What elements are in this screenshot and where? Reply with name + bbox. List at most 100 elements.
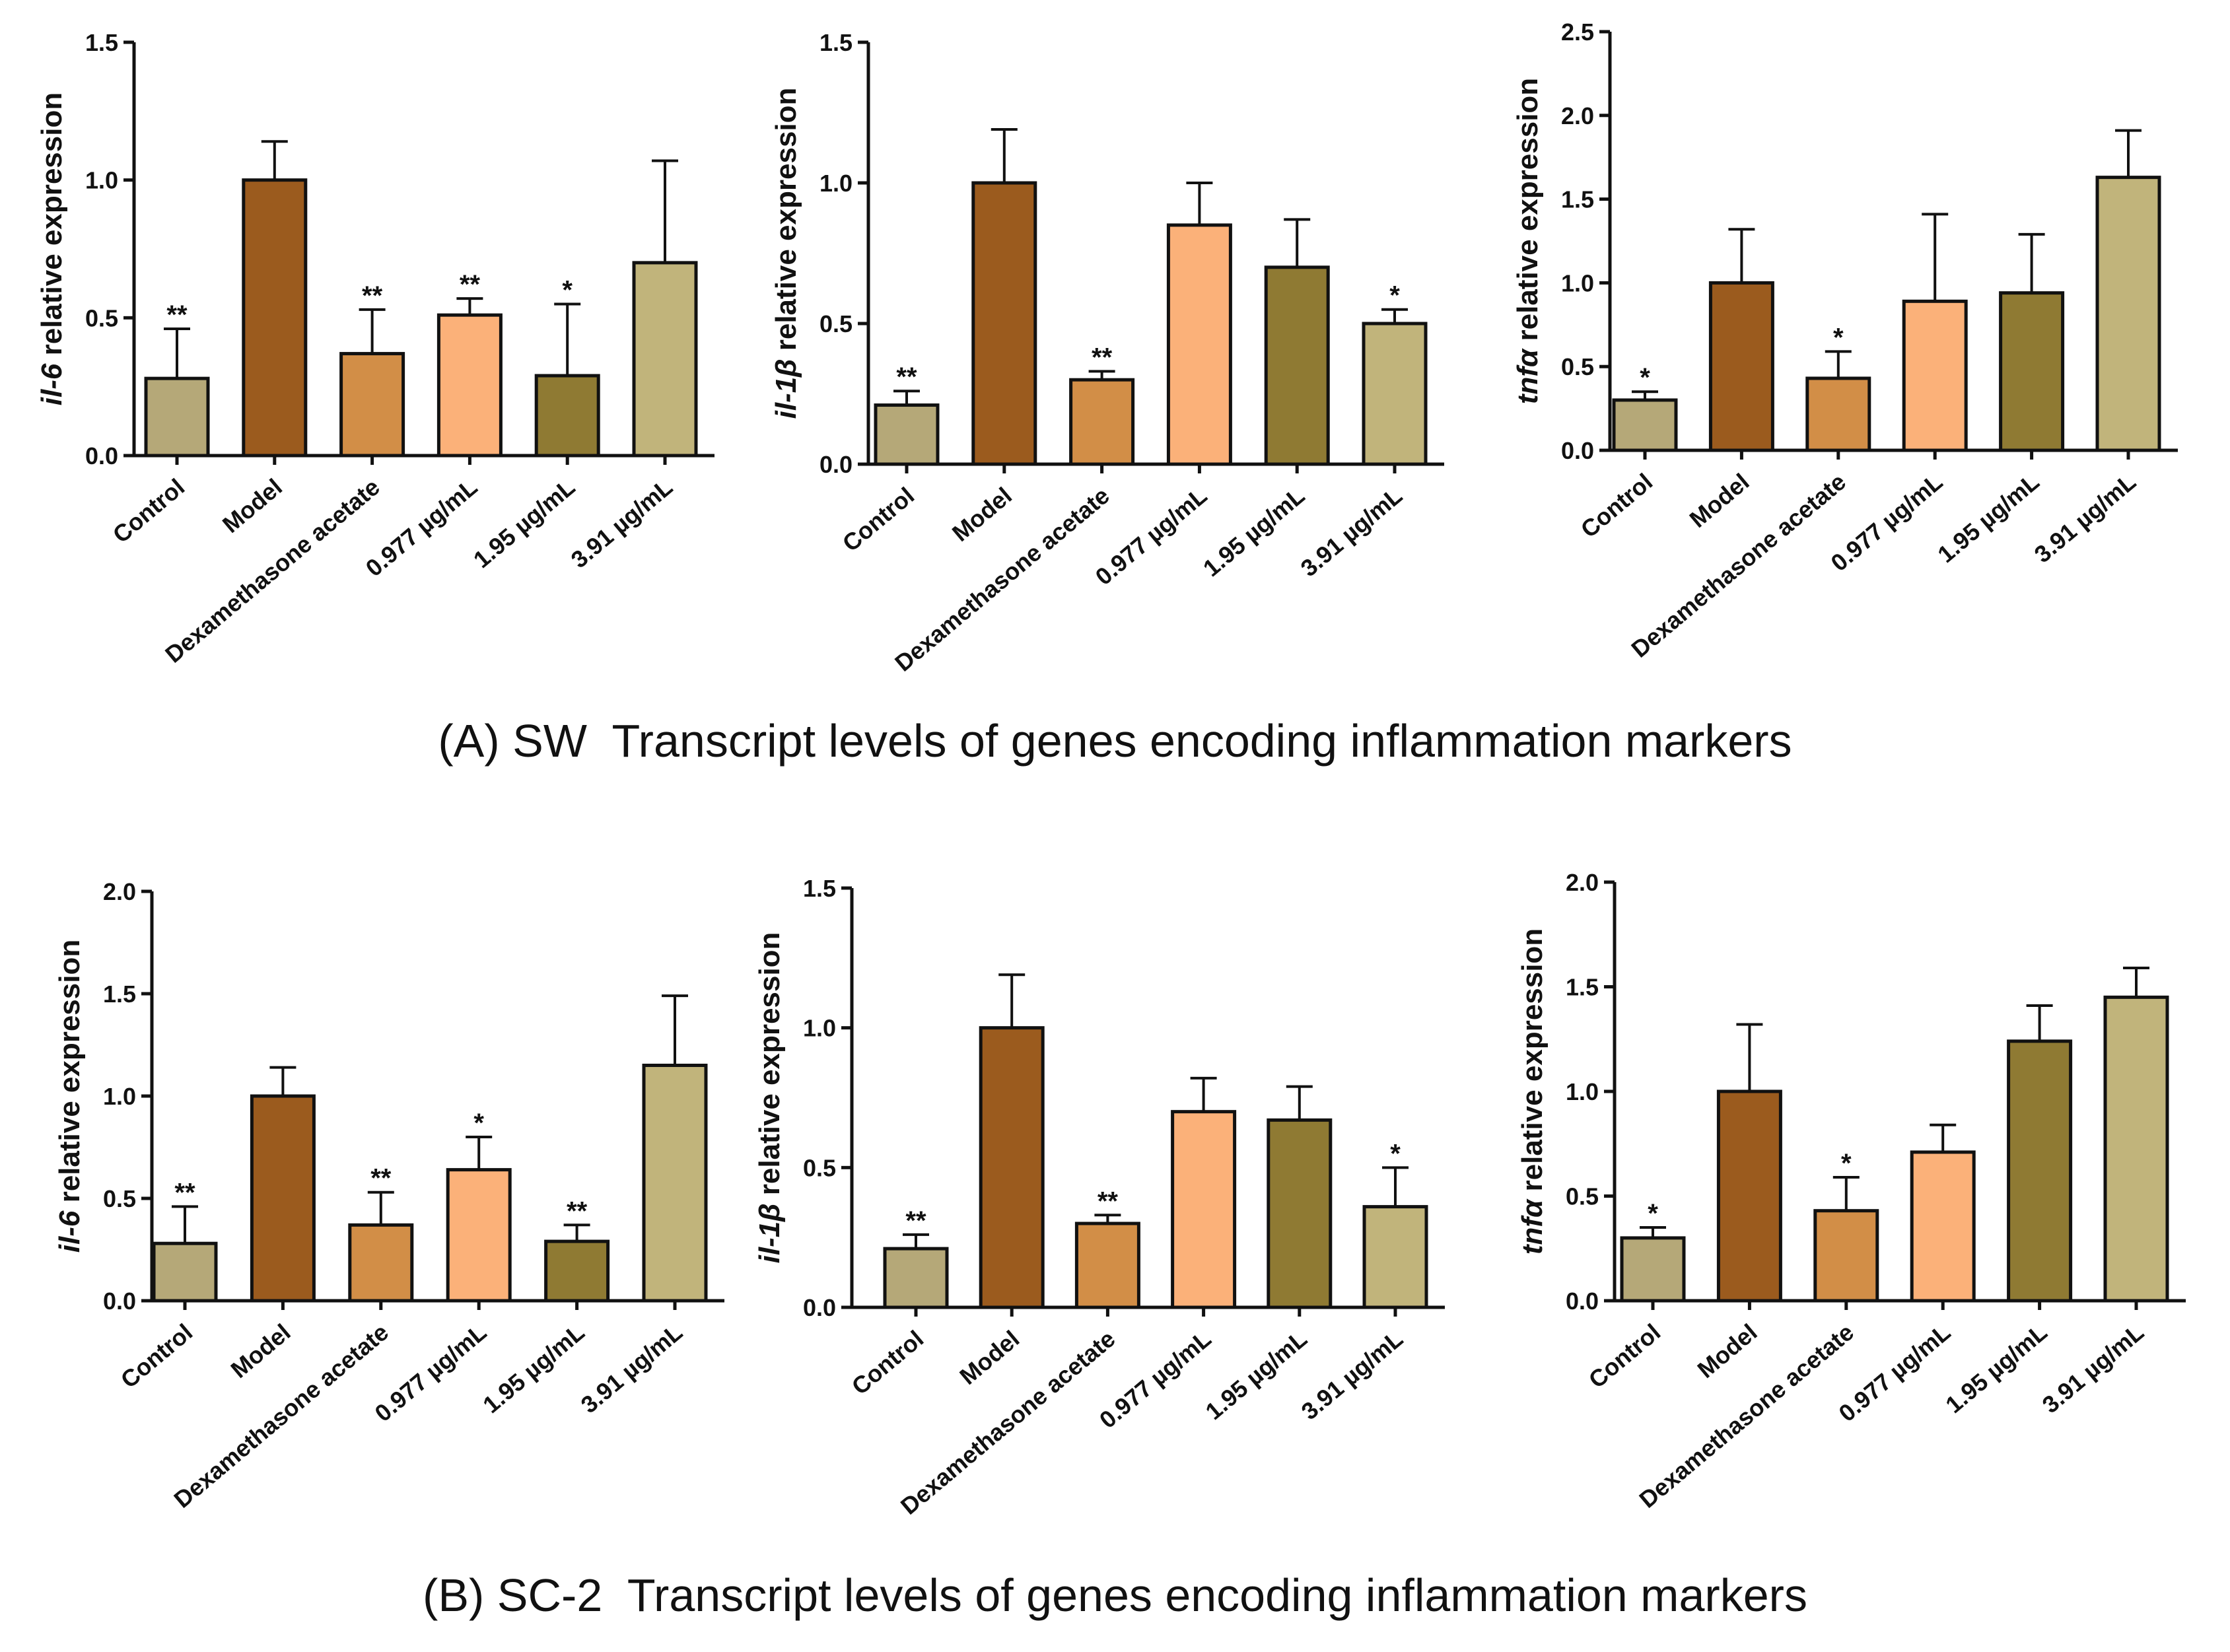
chart-b-3-y-axis-title: tnfα relative expression [1516,928,1549,1255]
chart-a-3-y-tick-label: 1.0 [1561,269,1594,296]
chart-a-2-y-tick-label: 1.0 [819,170,853,197]
chart-b-1-bar [544,1239,610,1303]
chart-a-2-significance-mark: ** [1092,343,1113,372]
chart-b-3-y-tick-label: 1.0 [1566,1078,1599,1105]
chart-b-3-category-label: 3.91 µg/mL [2037,1319,2149,1418]
chart-b-1-significance-mark: ** [174,1178,195,1207]
chart-a-3-bar [1999,291,2065,452]
chart-b-3-bar [1813,1209,1879,1303]
chart-a-1-y-axis-suffix: relative expression [36,92,68,364]
chart-b-1-bar [250,1094,316,1303]
chart-b-3-significance-mark: * [1648,1199,1658,1228]
chart-a-3-y-tick-label: 0.0 [1561,437,1594,464]
chart-a-2-bar [1069,378,1135,466]
chart-b-1-significance-mark: ** [567,1196,588,1225]
chart-b-1-y-tick-label: 0.5 [103,1185,136,1212]
chart-a-2-y-axis-suffix: relative expression [770,88,802,359]
chart-b-2-bar [1074,1222,1140,1309]
chart-b-3-y-axis-suffix: relative expression [1516,928,1549,1200]
chart-b-2-y-tick-label: 1.0 [803,1015,836,1042]
chart-b-3-gene-name: tnfα [1516,1198,1549,1255]
chart-a-1-bar [632,261,698,458]
chart-b-1-y-axis-title: il-6 relative expression [53,940,86,1253]
chart-b-1-significance-mark: * [473,1109,484,1138]
chart-a-2-significance-mark: * [1389,281,1400,310]
chart-b-1-bar [152,1241,218,1303]
chart-b-2-y-tick-label: 1.5 [803,875,836,902]
chart-b-1-y-tick-label: 2.0 [103,878,136,905]
chart-a-1-y-axis-title: il-6 relative expression [36,92,68,405]
chart-a-1-bar [339,352,405,458]
chart-b-1-y-axis-suffix: relative expression [53,940,86,1211]
chart-b-3-bar [1910,1150,1976,1303]
chart-a-2-bar [1264,265,1330,466]
chart-b-3-bar [1620,1236,1686,1303]
chart-a-1-significance-mark: ** [166,300,188,329]
chart-a-3-significance-mark: * [1640,363,1650,392]
chart-b-2-bar [1171,1110,1237,1309]
chart-a-3-y-tick-label: 2.0 [1561,102,1594,129]
chart-b-1-category-label: Control [116,1319,197,1394]
chart-b-2-y-axis-title: il-1β relative expression [753,932,786,1264]
panel-b-caption: (B) SC-2 Transcript levels of genes enco… [423,1569,1807,1621]
chart-a-1-bar [242,178,308,458]
chart-a-1-bar [436,313,503,458]
chart-b-1-significance-mark: ** [370,1164,392,1193]
chart-a-2-bar [874,403,940,466]
chart-b-2-significance-mark: * [1390,1139,1401,1168]
chart-b-3-category-label: Model [1692,1319,1762,1383]
chart-a-3-bar [1612,398,1678,452]
chart-b-1-category-label: 3.91 µg/mL [576,1319,687,1418]
chart-a-2-significance-mark: ** [896,362,917,392]
chart-a-1-y-tick-label: 1.0 [85,167,118,194]
chart-a-3-bar [2095,176,2161,452]
chart-b-2-bar [883,1247,949,1309]
chart-a-3-gene-name: tnfα [1512,348,1544,404]
chart-a-3-bar [1902,299,1968,452]
chart-a-2-category-label: 1.95 µg/mL [1198,482,1309,582]
chart-b-1-gene-name: il-6 [53,1210,86,1253]
chart-a-3-y-axis-suffix: relative expression [1512,78,1544,349]
chart-a-1-y-tick-label: 0.5 [85,304,118,331]
chart-b-1-category-label: 1.95 µg/mL [477,1319,589,1418]
chart-a-1-gene-name: il-6 [36,363,68,405]
chart-b-2-significance-mark: ** [1098,1187,1119,1216]
chart-a-1-category-label: 1.95 µg/mL [468,473,580,573]
chart-a-2-category-label: Control [837,482,919,557]
chart-b-3-significance-mark: * [1841,1149,1852,1178]
chart-b-2-category-label: 1.95 µg/mL [1200,1325,1311,1425]
chart-b-1-bar [642,1064,708,1303]
chart-b-2-bar [1267,1118,1333,1309]
chart-b-1-bar [446,1168,512,1303]
chart-b-1-y-tick-label: 0.0 [103,1288,136,1315]
chart-a-1-significance-mark: ** [460,270,481,299]
chart-b-3-y-tick-label: 2.0 [1566,869,1599,896]
chart-a-2-bar [1362,322,1428,466]
chart-a-1-y-tick-label: 0.0 [85,442,118,469]
chart-a-2-category-label: Model [947,482,1017,547]
chart-b-2-y-tick-label: 0.5 [803,1154,836,1181]
chart-a-2-gene-name: il-1β [770,359,802,419]
chart-a-3-y-tick-label: 0.5 [1561,353,1594,380]
chart-a-3-bar [1805,376,1871,452]
chart-b-3-y-tick-label: 1.5 [1566,974,1599,1001]
chart-b-3-bar [1716,1089,1782,1303]
chart-a-2-y-tick-label: 0.5 [819,310,853,337]
chart-a-3-category-label: Control [1576,468,1657,543]
chart-a-3-category-label: Model [1685,468,1755,533]
panel-a-caption: (A) SW Transcript levels of genes encodi… [438,715,1792,767]
chart-b-1-y-tick-label: 1.0 [103,1083,136,1110]
chart-a-1-bar [144,376,210,458]
chart-a-3-category-label: 1.95 µg/mL [1932,468,2044,568]
chart-b-3-bar [2007,1039,2073,1303]
chart-b-2-y-axis-suffix: relative expression [753,932,786,1204]
chart-a-2-bar [971,181,1037,466]
chart-b-2-category-label: 3.91 µg/mL [1296,1325,1408,1425]
chart-a-1-category-label: Control [108,473,190,549]
chart-a-2-y-tick-label: 0.0 [819,451,853,478]
chart-b-1-y-tick-label: 1.5 [103,981,136,1008]
chart-b-2-bar [979,1026,1045,1309]
chart-a-3-bar [1708,281,1774,452]
chart-b-3-y-tick-label: 0.0 [1566,1288,1599,1315]
